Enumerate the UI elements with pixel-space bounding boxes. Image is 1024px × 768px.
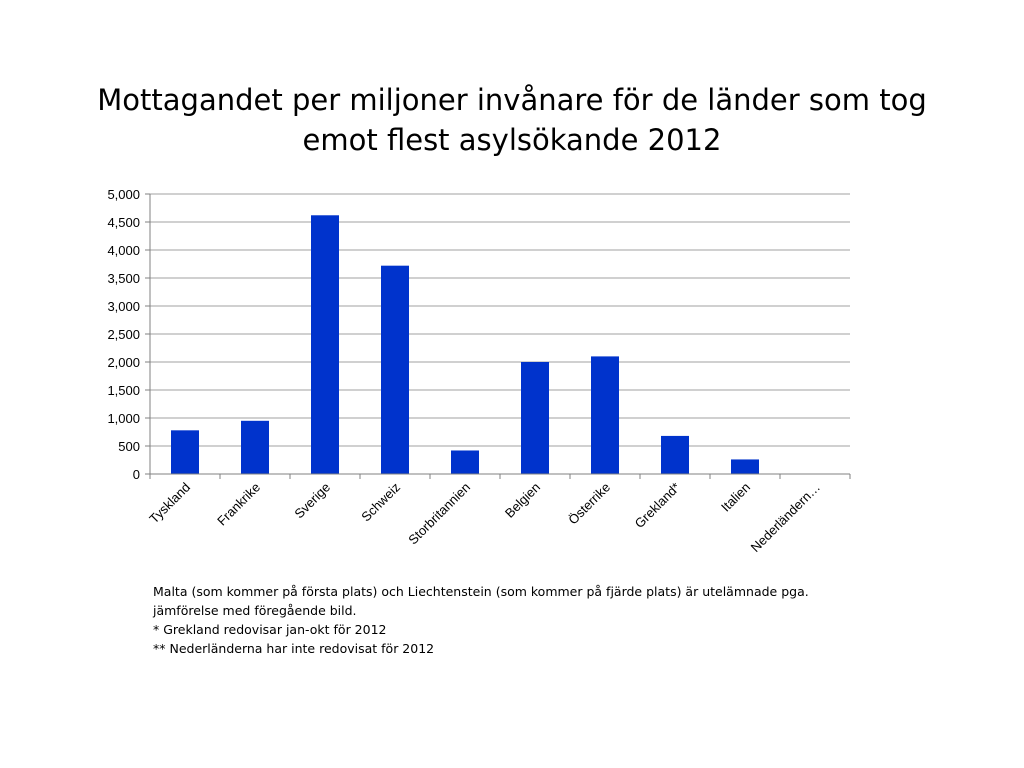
y-tick-label: 3,000 [107, 299, 140, 314]
y-tick-label: 500 [118, 439, 140, 454]
bar [451, 450, 479, 474]
footnote-line: ** Nederländerna har inte redovisat för … [153, 641, 435, 656]
bar [311, 215, 339, 474]
x-tick-labels: Tyskland Frankrike Sverige Schweiz Storbrita… [146, 480, 823, 556]
bar [521, 362, 549, 474]
chart-title-line-1: Mottagandet per miljoner invånare för de… [97, 83, 927, 117]
footnote-line: Malta (som kommer på första plats) och L… [153, 584, 809, 599]
x-tick-label: Belgien [502, 480, 543, 521]
y-tick-label: 5,000 [107, 187, 140, 202]
y-tick-label: 2,000 [107, 355, 140, 370]
x-tick-label: Frankrike [214, 480, 263, 529]
y-tick-label: 2,500 [107, 327, 140, 342]
y-tick-label: 0 [133, 467, 140, 482]
x-tick-label: Tyskland [146, 480, 193, 527]
y-tick-label: 1,000 [107, 411, 140, 426]
bar [241, 420, 269, 474]
x-tick-label: Nederländern… [748, 480, 824, 556]
gridlines [150, 193, 850, 447]
bar [661, 435, 689, 474]
y-tick-label: 1,500 [107, 383, 140, 398]
x-tick-label: Italien [718, 480, 753, 515]
y-tick-label: 4,000 [107, 243, 140, 258]
axes [145, 193, 851, 479]
x-tick-label: Schweiz [358, 480, 403, 525]
y-tick-labels: 0 500 1,000 1,500 2,000 2,500 3,000 3,500 4,000 4… [107, 187, 140, 482]
bar [591, 356, 619, 474]
footnote-line: * Grekland redovisar jan-okt för 2012 [153, 622, 387, 637]
footnotes: Malta (som kommer på första plats) och L… [153, 582, 853, 658]
y-tick-label: 4,500 [107, 215, 140, 230]
x-tick-label: Österrike [565, 480, 613, 528]
x-tick-label: Sverige [291, 480, 333, 522]
x-tick-label: Storbritannien [405, 480, 473, 548]
bar [381, 265, 409, 474]
y-tick-label: 3,500 [107, 271, 140, 286]
footnote-line: jämförelse med föregående bild. [153, 603, 357, 618]
bar [731, 459, 759, 474]
chart-title-line-2: emot flest asylsökande 2012 [302, 123, 722, 157]
bars [171, 215, 759, 474]
bar [171, 430, 199, 474]
x-tick-label: Grekland* [632, 480, 683, 531]
chart-title: Mottagandet per miljoner invånare för de… [60, 80, 964, 160]
